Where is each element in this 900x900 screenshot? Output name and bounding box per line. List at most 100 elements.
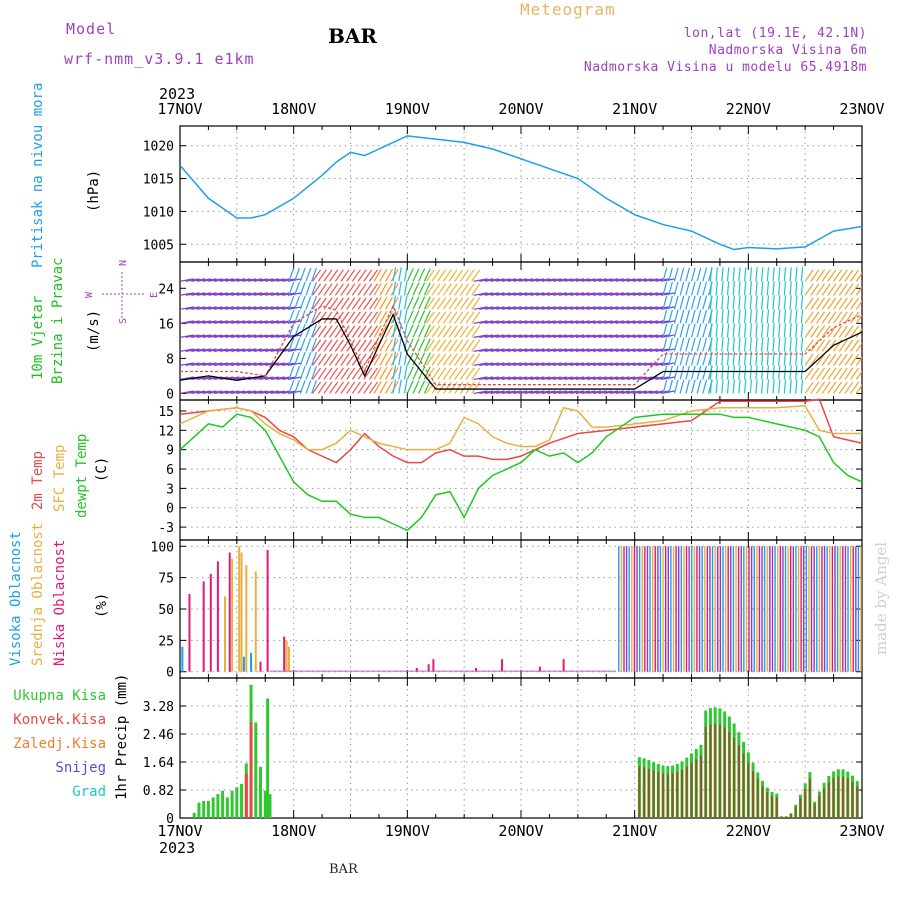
wind-barb	[760, 337, 764, 352]
wind-barb	[437, 367, 447, 380]
wind-barb	[772, 365, 775, 380]
wind-barb	[191, 278, 206, 282]
wind-barb	[598, 334, 613, 338]
wind-barb	[732, 337, 735, 352]
wind-barb	[473, 348, 488, 352]
wind-barb	[655, 320, 670, 324]
wind-barb	[662, 379, 668, 394]
wind-barb	[180, 390, 194, 395]
cloud-bar-dense	[675, 546, 677, 672]
wind-barb	[385, 296, 394, 310]
wind-barb	[592, 292, 607, 296]
wind-barb	[329, 283, 339, 296]
wind-barb	[662, 295, 668, 310]
wind-barb	[219, 278, 234, 282]
wind-barb	[575, 278, 590, 282]
wind-barb	[403, 267, 408, 282]
cloud-bar-dense	[735, 546, 737, 672]
wind-barb	[800, 309, 804, 324]
wind-barb	[471, 269, 481, 282]
x-tick-label-top: 20NOV	[498, 100, 543, 118]
wind-barb	[778, 379, 781, 394]
temp-line-0	[179, 398, 863, 464]
wind-barb	[294, 295, 300, 310]
wind-barb	[850, 297, 860, 310]
y-tick-label: 0	[166, 387, 174, 402]
wind-barb	[484, 278, 499, 282]
wind-barb	[690, 365, 696, 380]
wind-barb	[213, 278, 228, 282]
cloud-bar-dense	[790, 546, 792, 672]
wind-barb	[766, 379, 770, 394]
wind-barb	[644, 334, 659, 338]
precip-bar-conv	[856, 786, 859, 818]
wind-barb	[351, 297, 361, 310]
wind-ylabel-text-2: Brzina i Pravac	[50, 258, 66, 384]
wind-barb	[810, 297, 820, 310]
panel-pressure: 1005 1010 1015 1020	[143, 125, 863, 263]
wind-barb	[838, 381, 848, 394]
wind-barb	[541, 292, 556, 296]
wind-barb	[180, 376, 194, 381]
wind-barb	[772, 295, 775, 310]
wind-barb	[253, 362, 268, 366]
wind-barb	[398, 365, 402, 380]
wind-barb	[213, 320, 228, 324]
wind-barb	[541, 362, 556, 366]
wind-barb	[323, 311, 333, 324]
wind-barb	[363, 311, 373, 324]
y-tick-label: 12	[158, 424, 174, 439]
wind-barb	[553, 306, 568, 310]
wind-barb	[804, 311, 814, 324]
wind-barb	[379, 324, 388, 338]
x-tick-label-top: 17NOV	[157, 100, 202, 118]
wind-barb	[294, 338, 300, 352]
wind-barb	[398, 351, 402, 366]
wind-barb	[357, 325, 367, 338]
wind-barb	[368, 283, 378, 296]
wind-barb	[564, 334, 579, 338]
cloud-bar-dense	[836, 546, 839, 672]
wind-barb	[855, 384, 862, 394]
precip-bar-conv	[709, 724, 712, 818]
wind-barb	[448, 325, 458, 338]
cloud-bar-dense	[631, 546, 633, 672]
wind-barb	[855, 328, 862, 338]
wind-barb	[732, 365, 735, 380]
wind-barb	[702, 323, 708, 338]
wind-barb	[437, 311, 447, 324]
precip-bar	[259, 766, 263, 818]
wind-barb	[861, 350, 862, 352]
precip-bar-conv	[676, 772, 679, 818]
cloud-bar-dense	[813, 546, 815, 672]
wind-barb	[668, 295, 673, 310]
y-tick-label: -3	[158, 521, 174, 536]
wind-barb	[804, 269, 814, 282]
wind-barb	[265, 306, 280, 310]
wind-barb	[821, 269, 831, 282]
wind-barb	[732, 267, 735, 282]
wind-barb	[519, 306, 533, 310]
wind-barb	[323, 353, 333, 366]
station-title: BAR	[328, 24, 378, 48]
cloud-bar-dense	[808, 546, 810, 672]
wind-barb	[368, 311, 378, 324]
wind-barb	[598, 278, 613, 282]
wind-barb	[715, 337, 718, 352]
wind-barb	[800, 337, 804, 352]
wind-barb	[810, 381, 820, 394]
x-tick-label-top: 18NOV	[271, 100, 316, 118]
cloud-bar	[259, 661, 262, 672]
wind-barb	[202, 390, 217, 395]
wind-barb	[288, 281, 295, 296]
temp-unit: (C)	[94, 457, 110, 482]
wind-barb	[465, 297, 475, 310]
precip-bar-conv	[681, 769, 684, 818]
wind-barb	[721, 351, 724, 366]
cloud-bar-dense	[711, 546, 714, 672]
wind-barb	[357, 297, 367, 310]
wind-barb	[649, 278, 664, 282]
wind-barb	[644, 362, 659, 366]
wind-barb	[570, 348, 585, 352]
wind-barb	[638, 334, 653, 338]
